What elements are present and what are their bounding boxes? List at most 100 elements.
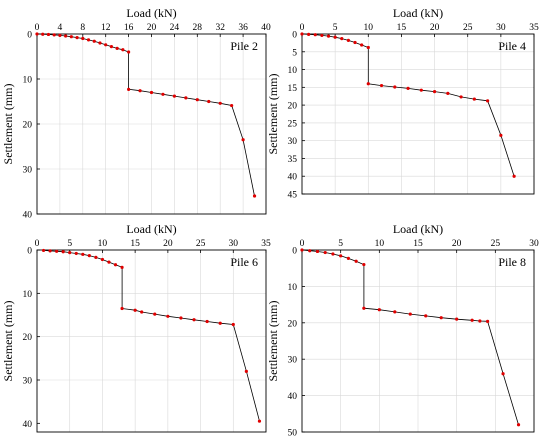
data-point: [205, 319, 209, 324]
data-point: [406, 86, 410, 90]
data-point: [360, 43, 364, 47]
pile-label: Pile 4: [498, 39, 526, 53]
x-tick-label: 30: [496, 23, 506, 33]
y-tick-label: 45: [288, 191, 298, 201]
x-tick-label: 20: [163, 239, 173, 249]
x-tick-label: 5: [338, 239, 343, 249]
data-point: [323, 250, 327, 255]
y-tick-label: 10: [288, 283, 298, 293]
x-tick-label: 20: [452, 239, 462, 249]
x-tick-label: 15: [397, 23, 407, 33]
x-tick-label: 4: [58, 23, 63, 33]
data-point: [94, 255, 98, 259]
data-point: [313, 33, 317, 37]
y-tick-label: 20: [23, 121, 33, 131]
data-point: [161, 92, 165, 96]
pile-label: Pile 2: [230, 39, 258, 53]
data-point: [69, 35, 73, 39]
data-point: [68, 251, 72, 255]
data-point: [516, 423, 521, 427]
data-point: [48, 249, 52, 253]
y-tick-label: 30: [288, 137, 298, 147]
data-point: [120, 265, 124, 269]
y-tick-label: 15: [288, 84, 298, 94]
data-point: [231, 322, 235, 327]
data-point: [87, 254, 91, 258]
data-point: [393, 85, 397, 89]
x-tick-label: 35: [529, 23, 539, 33]
data-point: [74, 251, 78, 256]
x-tick-label: 10: [364, 23, 374, 33]
data-point: [393, 310, 397, 314]
data-point: [424, 314, 428, 318]
data-point: [486, 99, 490, 103]
y-tick-label: 25: [288, 119, 298, 129]
data-point: [432, 90, 437, 94]
data-point: [166, 314, 170, 318]
x-tick-label: 0: [300, 239, 305, 249]
data-point: [121, 48, 125, 52]
data-point: [35, 32, 39, 36]
data-point: [455, 317, 459, 321]
x-tick-label: 24: [170, 23, 180, 33]
y-tick-label: 10: [288, 66, 298, 76]
x-tick-label: 40: [261, 23, 271, 33]
y-tick-label: 40: [288, 173, 298, 183]
y-axis-title: Settlement (mm): [266, 301, 280, 382]
data-point: [366, 45, 370, 50]
data-point: [379, 83, 384, 88]
data-point: [75, 36, 79, 40]
data-point: [207, 99, 211, 104]
x-tick-label: 15: [130, 239, 140, 249]
x-axis-title: Load (kN): [393, 222, 443, 236]
data-point: [133, 308, 137, 312]
y-axis-title: Settlement (mm): [266, 74, 280, 155]
x-tick-label: 10: [98, 239, 108, 249]
settlement-curve: [43, 250, 260, 422]
settlement-curve: [301, 249, 519, 425]
data-point: [64, 34, 68, 38]
data-point: [104, 43, 108, 47]
data-point: [339, 254, 343, 258]
y-tick-label: 0: [27, 247, 32, 257]
chart-panel-4: 0 5 10 15 20 25 30 0 10 20 30 40 50 Load (kN) Settleme…: [266, 222, 539, 439]
data-point: [252, 194, 257, 198]
y-tick-label: 50: [288, 429, 298, 439]
x-tick-label: 0: [35, 239, 40, 249]
data-point: [172, 94, 176, 98]
data-point: [354, 259, 358, 263]
data-point: [153, 312, 157, 316]
data-point: [353, 40, 357, 45]
data-point: [98, 41, 102, 45]
y-tick-label: 0: [292, 31, 297, 41]
x-tick-label: 20: [147, 23, 157, 33]
data-point: [331, 252, 335, 256]
data-point: [100, 257, 105, 262]
x-tick-label: 16: [124, 23, 134, 33]
data-point: [140, 310, 144, 314]
data-point: [257, 419, 262, 423]
data-point: [127, 50, 131, 54]
x-tick-label: 8: [80, 23, 85, 33]
data-point: [81, 36, 85, 41]
chart-panel-3: 0 5 10 15 20 25 30 35 0 10 20 30 40 Load (kN) Settleme…: [1, 222, 271, 433]
x-tick-label: 30: [529, 239, 539, 249]
data-point: [244, 369, 248, 373]
data-point: [377, 308, 381, 312]
y-tick-label: 30: [288, 356, 298, 366]
data-point: [326, 34, 331, 38]
data-point: [362, 262, 366, 267]
data-point: [315, 249, 320, 254]
plot-frame: [36, 249, 267, 433]
x-tick-label: 20: [430, 23, 440, 33]
x-tick-label: 0: [300, 23, 305, 33]
y-tick-label: 0: [292, 247, 297, 257]
settlement-curve: [36, 33, 255, 197]
data-point: [470, 318, 474, 322]
data-point: [307, 32, 311, 36]
x-tick-label: 0: [35, 23, 40, 33]
data-point: [115, 46, 119, 51]
chart-panel-1: 0 4 8 12 16 20 24 28 32 36 40 0 10 20 30 40 Load (kN) Set…: [1, 6, 271, 221]
data-point: [230, 103, 234, 108]
data-point: [439, 316, 443, 320]
